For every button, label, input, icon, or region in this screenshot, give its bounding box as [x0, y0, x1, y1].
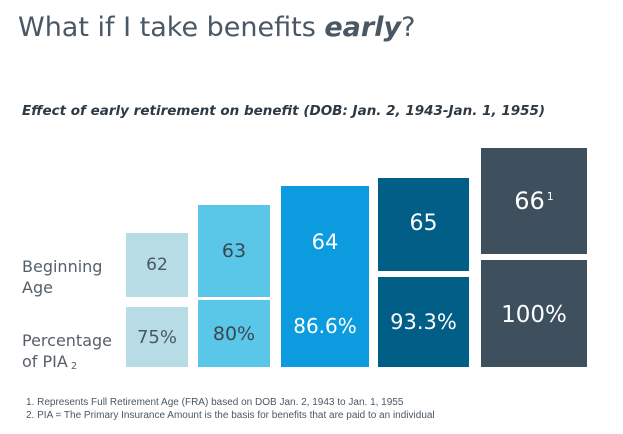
title-prefix: What if I take benefits [18, 12, 325, 43]
title-suffix: ? [401, 12, 416, 43]
age-value: 66 [514, 187, 545, 215]
percent-box-64: 86.6% [281, 285, 369, 367]
row-label-percentage-line2-text: of PIA [22, 352, 68, 371]
age-label: 64 [311, 229, 339, 254]
page-title: What if I take benefits early? [18, 12, 415, 43]
age-label: 65 [409, 211, 438, 236]
footnote-ref-2: 2 [70, 361, 78, 372]
footnote-1: 1. Represents Full Retirement Age (FRA) … [26, 397, 404, 408]
percent-box-66: 100% [481, 260, 587, 367]
age-label: 66 1 [514, 187, 554, 215]
age-box-65: 65 [378, 178, 469, 271]
age-box-62: 62 [126, 233, 188, 297]
age-box-64: 64 [281, 186, 369, 297]
footnote-2: 2. PIA = The Primary Insurance Amount is… [26, 410, 435, 421]
percent-label: 75% [136, 326, 177, 348]
percent-box-63: 80% [198, 300, 270, 367]
footnote-ref-1: 1 [546, 190, 554, 203]
percent-label: 93.3% [390, 310, 457, 334]
age-label: 62 [146, 255, 168, 275]
title-emphasis: early [324, 12, 402, 43]
row-label-percentage-line1: Percentage [22, 331, 113, 350]
percent-box-62: 75% [126, 307, 188, 367]
row-label-beginning-age-line2: Age [22, 278, 53, 297]
percent-label: 100% [501, 302, 567, 328]
row-label-percentage-line2: of PIA 2 [22, 351, 112, 375]
row-label-percentage: Percentage of PIA 2 [22, 330, 112, 375]
percent-box-65: 93.3% [378, 277, 469, 367]
row-label-beginning-age: Beginning Age [22, 256, 102, 298]
footnotes: 1. Represents Full Retirement Age (FRA) … [26, 396, 435, 422]
age-box-66: 66 1 [481, 148, 587, 254]
percent-label: 80% [212, 322, 256, 345]
age-label: 63 [221, 240, 247, 262]
chart-subtitle: Effect of early retirement on benefit (D… [22, 103, 546, 119]
row-label-beginning-age-line1: Beginning [22, 257, 103, 276]
age-box-63: 63 [198, 205, 270, 297]
percent-label: 86.6% [293, 314, 357, 338]
